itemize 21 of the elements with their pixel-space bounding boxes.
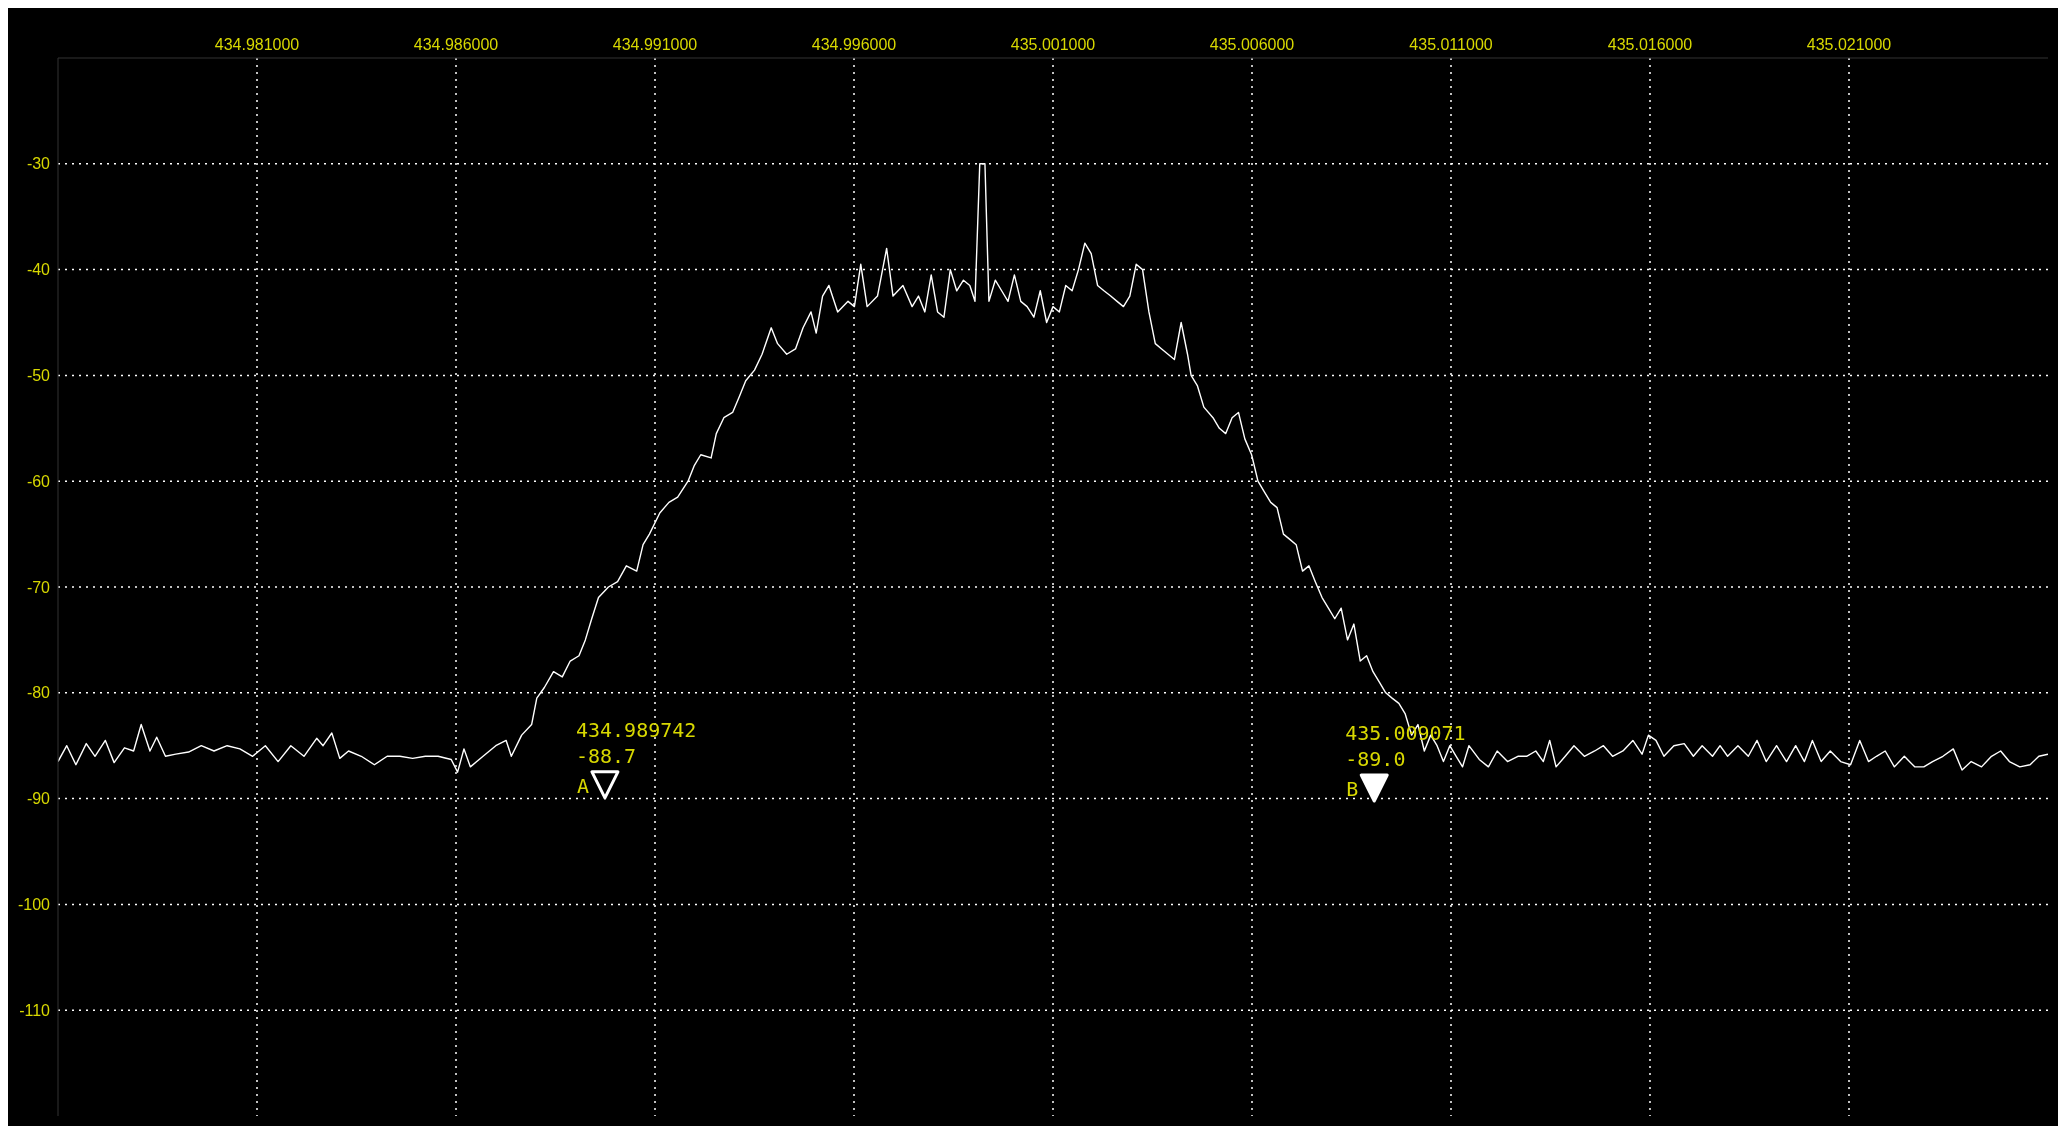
y-tick-label: -70 — [26, 578, 51, 596]
x-tick-label: 434.981000 — [214, 36, 300, 53]
x-tick-label: 434.986000 — [413, 36, 499, 53]
data-label: 434.989742 -88.7 — [575, 717, 697, 768]
y-tick-label: -80 — [26, 684, 51, 702]
y-tick-label: -30 — [26, 155, 51, 173]
x-tick-label: 435.021000 — [1806, 36, 1892, 53]
x-tick-label: 434.991000 — [612, 36, 698, 53]
series-label: B — [1346, 777, 1359, 802]
y-tick-label: -110 — [19, 1001, 51, 1019]
x-tick-label: 435.006000 — [1209, 36, 1295, 53]
x-tick-label: 435.001000 — [1010, 36, 1096, 53]
x-tick-label: 435.016000 — [1607, 36, 1693, 53]
y-tick-label: -100 — [17, 896, 51, 914]
y-tick-label: -40 — [26, 261, 51, 279]
y-tick-label: -60 — [26, 472, 51, 490]
series-label: A — [576, 773, 589, 798]
x-tick-label: 434.996000 — [811, 36, 897, 53]
y-tick-label: -90 — [26, 790, 51, 808]
y-tick-label: -50 — [26, 367, 51, 385]
x-tick-label: 435.011000 — [1409, 36, 1493, 53]
